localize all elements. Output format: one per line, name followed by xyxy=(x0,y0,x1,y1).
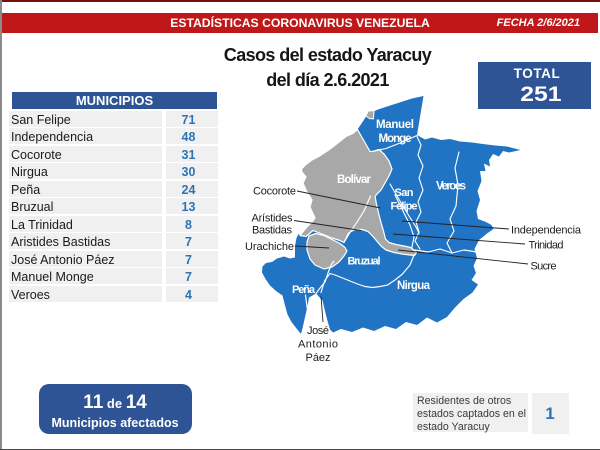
svg-text:José: José xyxy=(307,325,329,337)
svg-text:Trinidad: Trinidad xyxy=(529,240,564,252)
svg-text:Urachiche: Urachiche xyxy=(245,241,294,253)
svg-text:Páez: Páez xyxy=(306,352,331,364)
svg-text:Felipe: Felipe xyxy=(391,201,418,213)
svg-text:Nirgua: Nirgua xyxy=(397,280,431,292)
svg-text:Sucre: Sucre xyxy=(531,261,557,273)
svg-text:Bastidas: Bastidas xyxy=(252,225,293,237)
svg-text:Veroes: Veroes xyxy=(436,181,466,193)
svg-text:Bolívar: Bolívar xyxy=(337,174,372,186)
svg-text:Bruzual: Bruzual xyxy=(348,256,381,268)
svg-text:Cocorote: Cocorote xyxy=(253,186,296,198)
svg-text:Manuel: Manuel xyxy=(376,119,414,131)
svg-text:Antonio: Antonio xyxy=(298,339,338,351)
svg-text:San: San xyxy=(395,187,414,199)
svg-text:Monge: Monge xyxy=(379,133,412,145)
svg-text:Independencia: Independencia xyxy=(511,225,582,237)
svg-text:Peña: Peña xyxy=(292,284,316,296)
svg-text:Arístides: Arístides xyxy=(252,213,294,225)
